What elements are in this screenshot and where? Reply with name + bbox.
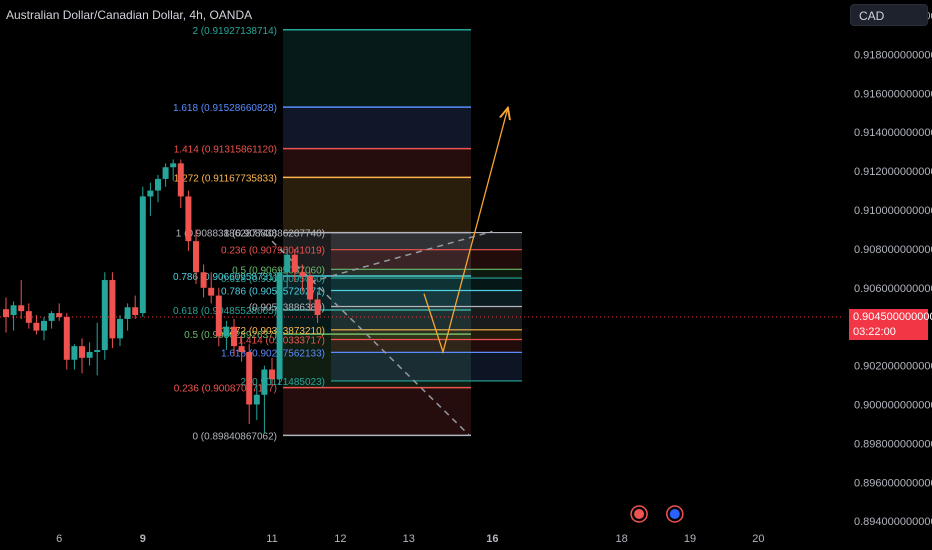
candle-body [109, 280, 115, 338]
y-axis-tick-label: 0.900000000000 [854, 399, 932, 411]
candle-body [41, 321, 47, 331]
candle-body [71, 346, 77, 360]
candle-body [117, 319, 123, 338]
candle-body [185, 196, 191, 241]
x-axis-tick-label: 12 [334, 533, 346, 545]
candle-body [163, 167, 169, 179]
fib-extension-zone [283, 107, 471, 148]
australia-flag-icon[interactable] [667, 506, 683, 522]
fib-retracement-level-label: 2 (0.90121485023) [240, 377, 325, 388]
fib-extension-level-label: 2 (0.91927138714) [192, 26, 277, 37]
x-axis-tick-label: 20 [752, 533, 764, 545]
y-axis-tick-label: 0.898000000000 [854, 438, 932, 450]
candle-body [269, 369, 275, 379]
candle-body [307, 276, 313, 299]
y-axis-tick-label: 0.906000000000 [854, 283, 932, 295]
candle-body [292, 255, 298, 273]
candle-body [87, 352, 93, 358]
fib-extension-zone [283, 177, 471, 232]
countdown-label: 03:22:00 [849, 324, 928, 340]
fib-retracement-zone [331, 330, 522, 340]
candle-body [94, 350, 100, 352]
y-axis-tick-label: 0.894000000000 [854, 516, 932, 528]
candle-body [284, 255, 290, 273]
x-axis-tick-label: 9 [140, 533, 146, 545]
x-axis-tick-label: 13 [403, 533, 415, 545]
candle-body [155, 179, 161, 191]
fib-extension-level-label: 1.414 (0.91315861120) [174, 145, 277, 156]
candle-body [193, 241, 199, 272]
candle-body [56, 313, 62, 317]
candle-body [208, 288, 214, 296]
fib-retracement-zone [331, 291, 522, 307]
candle-body [277, 272, 283, 379]
candle-body [64, 317, 70, 360]
candle-body [216, 296, 222, 337]
candle-body [11, 305, 17, 315]
y-axis-tick-label: 0.902000000000 [854, 361, 932, 373]
x-axis-tick-label: 6 [56, 533, 62, 545]
fib-retracement-zone [331, 340, 522, 353]
fib-retracement-level-label: 1 (0.90883886287740) [224, 229, 325, 240]
fib-extension-level-label: 1.272 (0.91167735833) [174, 173, 277, 184]
candle-body [261, 369, 267, 394]
candle-body [147, 191, 153, 197]
y-axis-tick-label: 0.918000000000 [854, 49, 932, 61]
candle-body [201, 272, 207, 288]
candle-body [125, 307, 131, 319]
fib-extension-level-label: 1.618 (0.91528660828) [173, 103, 277, 114]
fib-retracement-zone [331, 233, 522, 250]
candle-body [102, 280, 108, 350]
candle-body [239, 346, 245, 352]
y-axis-tick-label: 0.912000000000 [854, 166, 932, 178]
australia-flag-icon-fill [670, 509, 680, 519]
x-axis-tick-label: 19 [684, 533, 696, 545]
canada-flag-icon-fill [634, 509, 644, 519]
fib-retracement-level-label: (0.90503886380) [249, 302, 325, 313]
candle-body [231, 327, 237, 346]
fib-retracement-zone [331, 352, 522, 381]
x-axis-tick-label: 18 [615, 533, 627, 545]
candle-body [170, 163, 176, 167]
candle-body [223, 327, 229, 337]
candle-body [254, 395, 260, 405]
candle-body [178, 163, 184, 196]
fib-extension-zone [283, 30, 471, 107]
currency-button[interactable]: CAD [850, 4, 928, 26]
chart-title: Australian Dollar/Canadian Dollar, 4h, O… [6, 8, 252, 22]
candle-body [33, 323, 39, 331]
candle-body [3, 309, 9, 317]
fib-retracement-level-label: 0.236 (0.90796041019) [221, 246, 325, 257]
y-axis-tick-label: 0.896000000000 [854, 477, 932, 489]
y-axis-tick-label: 0.916000000000 [854, 88, 932, 100]
candle-body [79, 346, 85, 358]
fib-retracement-level-label: 1.618 (0.90267562133) [221, 348, 325, 359]
canada-flag-icon[interactable] [631, 506, 647, 522]
current-price-label: 0.904500000000 [849, 309, 928, 325]
fib-extension-zone [283, 388, 471, 436]
candle-body [18, 305, 24, 311]
x-axis-tick-label: 11 [266, 533, 277, 545]
fib-retracement-zone [331, 278, 522, 290]
candle-body [140, 196, 146, 313]
x-axis-tick-label: 16 [486, 533, 498, 545]
fib-extension-zone [283, 149, 471, 178]
y-axis-tick-label: 0.908000000000 [854, 244, 932, 256]
fib-retracement-zone [331, 269, 522, 278]
candle-body [132, 307, 138, 315]
candle-body [246, 352, 252, 405]
candle-body [49, 313, 55, 321]
fib-retracement-zone [331, 250, 522, 270]
fib-retracement-zone [331, 306, 522, 329]
candle-body [315, 299, 321, 315]
y-axis-tick-label: 0.910000000000 [854, 205, 932, 217]
y-axis-tick-label: 0.914000000000 [854, 127, 932, 139]
candle-body [26, 311, 32, 323]
candle-body [299, 272, 305, 276]
